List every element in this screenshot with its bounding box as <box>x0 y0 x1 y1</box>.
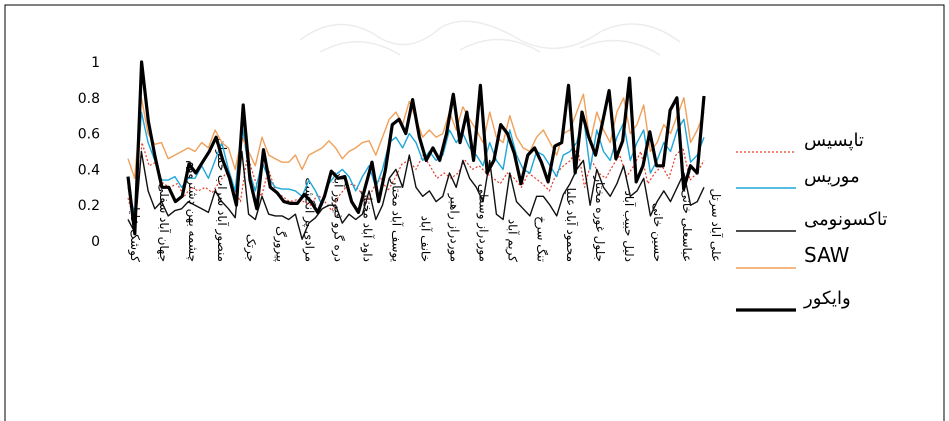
series-line-4 <box>126 60 706 236</box>
x-tick-label: خانف آباد <box>419 216 434 262</box>
y-tick-label: 1 <box>91 55 100 71</box>
y-axis: 0 0.2 0.4 0.6 0.8 1 <box>78 55 100 250</box>
y-tick-label: 0 <box>91 234 100 250</box>
x-tick-label: موردراز راهبر <box>447 193 462 262</box>
y-tick-label: 0.6 <box>78 127 100 143</box>
legend: تاپسیس موریس تاکسونومی SAW وایکور <box>736 130 887 312</box>
legend-label-0: تاپسیس <box>804 130 864 151</box>
x-tick-label: چشمه بهن دشترووم <box>185 160 200 262</box>
x-tick-label: جرتک <box>243 234 258 262</box>
x-tick-label: پیرورگ <box>272 226 287 262</box>
y-tick-label: 0.2 <box>78 198 100 214</box>
series-line-2 <box>127 150 705 240</box>
x-tick-label: محمود آباد علیا <box>563 188 579 262</box>
y-tick-label: 0.4 <box>78 162 100 178</box>
x-tick-label: عباسعلی خانی <box>680 190 694 263</box>
legend-label-1: موریس <box>804 166 860 187</box>
x-tick-label: علی آباد سرتل <box>708 188 724 262</box>
series-line-0 <box>127 142 705 224</box>
y-tick-label: 0.8 <box>78 91 100 107</box>
x-tick-label: موردراز وسطی <box>476 184 491 262</box>
x-tick-label: جهان آباد سفلی <box>157 183 172 262</box>
x-tick-label: دره گرو فیروز آباد <box>330 172 346 262</box>
series-line-1 <box>127 111 705 215</box>
plot-area <box>126 60 706 240</box>
legend-label-4: وایکور <box>803 288 851 309</box>
x-tick-label: دلیل حبیب آباد <box>622 191 637 262</box>
legend-label-2: تاکسونومی <box>804 209 887 230</box>
x-tick-label: یوسف آباد مختار <box>388 178 404 262</box>
x-tick-label: حسین خانی <box>650 203 665 262</box>
x-tick-label: کریم آباد <box>505 219 521 262</box>
x-tick-label: تنگ سرخ <box>534 216 549 262</box>
watermark <box>299 20 681 56</box>
x-tick-label: جلول غوره مختار <box>592 175 607 262</box>
legend-label-3: SAW <box>804 243 850 267</box>
x-tick-label: مرادی پر انگشت <box>301 178 316 263</box>
chart-border <box>4 4 945 421</box>
